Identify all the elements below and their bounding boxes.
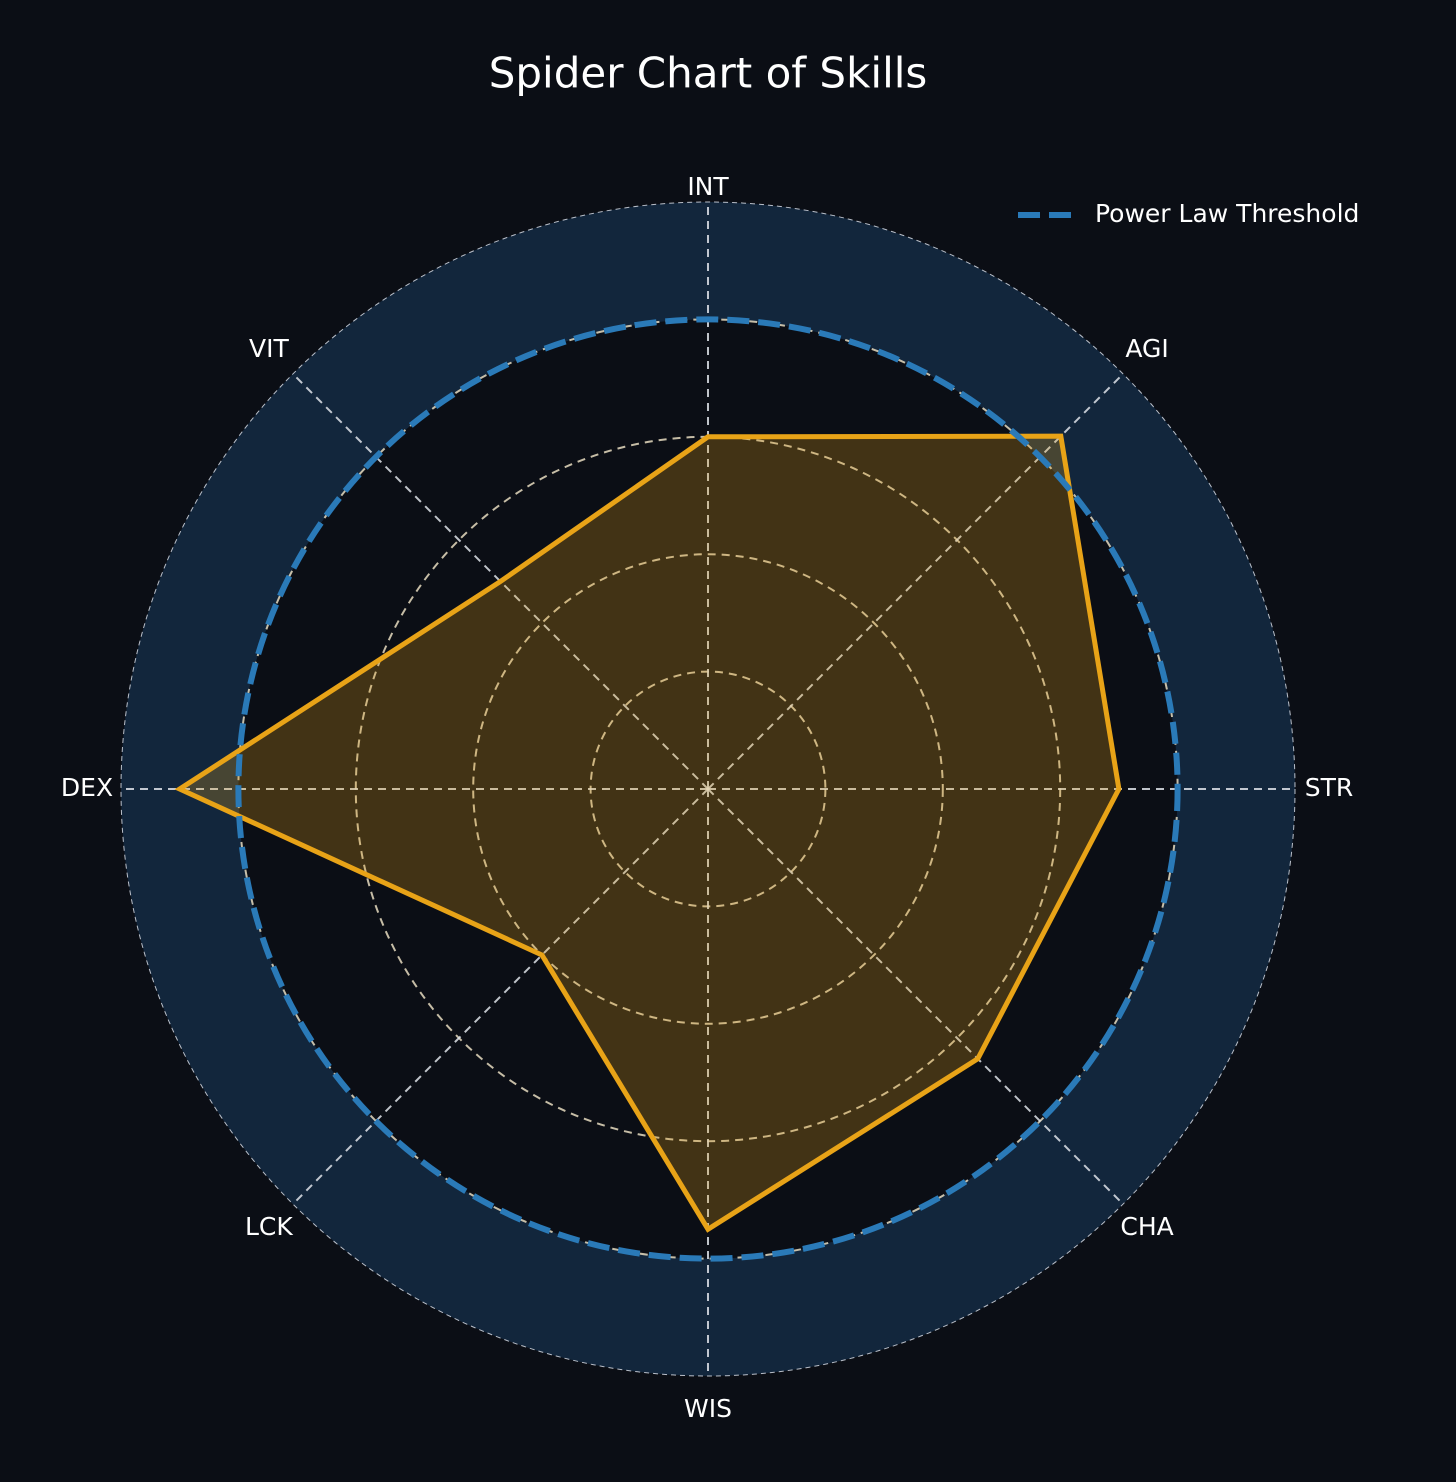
axis-label: VIT xyxy=(249,334,289,363)
data-area xyxy=(174,433,1122,1233)
axis-label: LCK xyxy=(245,1212,293,1241)
grid-circle xyxy=(472,553,944,1025)
axis-label: INT xyxy=(687,172,729,201)
axis-label: DEX xyxy=(61,773,113,802)
axis-label: STR xyxy=(1305,773,1354,802)
threshold-line xyxy=(235,316,1181,1262)
grid-circle xyxy=(120,201,1296,1377)
chart-title: Spider Chart of Skills xyxy=(489,49,928,98)
axis-label: AGI xyxy=(1125,334,1168,363)
axis-label: CHA xyxy=(1120,1212,1173,1241)
legend-label: Power Law Threshold xyxy=(1095,199,1359,228)
axis-label: WIS xyxy=(684,1394,732,1423)
